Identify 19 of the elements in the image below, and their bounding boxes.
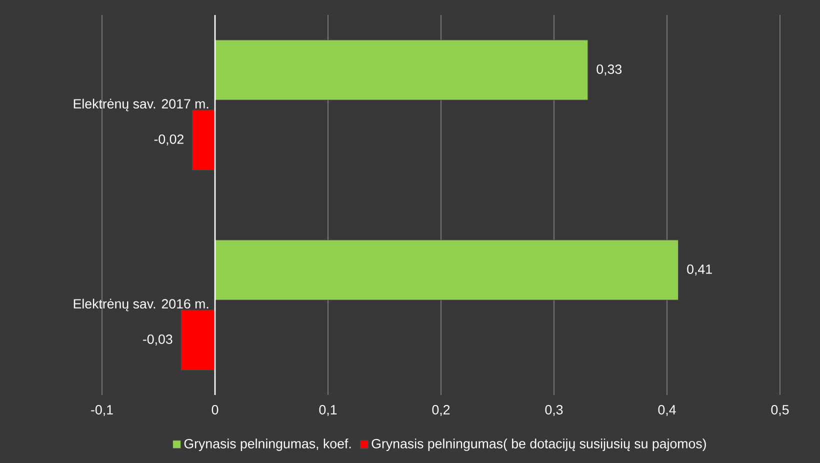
x-tick-label: 0,4 <box>658 405 676 416</box>
y-tick-label: Elektrėnų sav. 2016 m. <box>74 298 208 312</box>
y-tick-label: Elektrėnų sav. 2017 m. <box>74 98 208 112</box>
bar <box>192 110 216 170</box>
x-tick-label: 0,3 <box>545 405 563 416</box>
x-tick-label: -0,1 <box>91 405 113 416</box>
x-tick-label: 0 <box>212 405 218 414</box>
legend-label: Grynasis pelningumas, koef. <box>184 438 351 452</box>
data-label: -0,02 <box>154 134 184 146</box>
x-tick-label: 0,1 <box>319 405 337 416</box>
data-label: 0,33 <box>596 64 622 76</box>
bar <box>214 40 588 100</box>
data-label: -0,03 <box>143 334 172 346</box>
bar <box>214 240 679 300</box>
legend-label: Grynasis pelningumas( be dotacijų susijusių su pajomos) <box>372 438 706 452</box>
bar <box>180 310 216 370</box>
x-tick-label: 0,2 <box>432 405 450 416</box>
x-tick-label: 0,5 <box>771 405 789 416</box>
data-label: 0,41 <box>687 264 712 276</box>
